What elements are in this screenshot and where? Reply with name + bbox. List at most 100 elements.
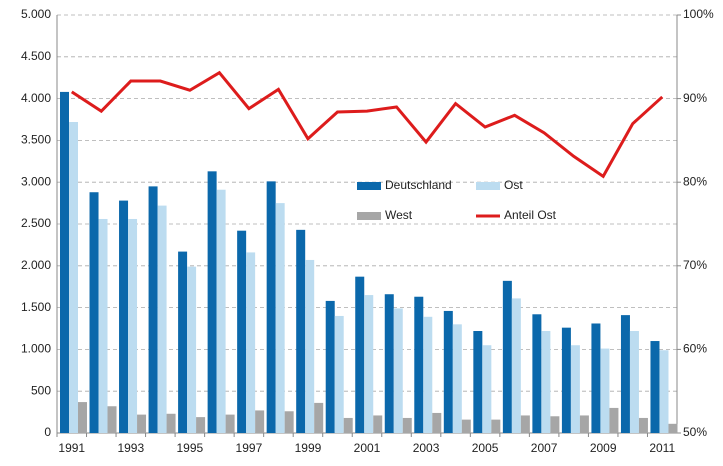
bar	[148, 186, 158, 433]
bar	[137, 414, 147, 433]
x-tick-label: 1991	[58, 441, 85, 455]
bar	[600, 348, 610, 433]
bar	[314, 402, 324, 433]
x-tick-label: 1999	[295, 441, 322, 455]
bar	[520, 415, 530, 433]
bar	[384, 294, 394, 433]
bar	[432, 412, 442, 433]
bar	[284, 411, 294, 433]
bar	[620, 315, 630, 433]
bar	[650, 341, 660, 433]
x-tick-label: 1995	[177, 441, 204, 455]
bar	[119, 200, 129, 433]
y-tick-label: 2.500	[21, 216, 51, 230]
y2-tick-label: 50%	[683, 425, 707, 439]
legend-label: Ost	[504, 178, 523, 192]
legend-swatch	[357, 212, 381, 220]
bar	[334, 315, 344, 433]
y-tick-label: 1.000	[21, 342, 51, 356]
x-tick-label: 2009	[590, 441, 617, 455]
bar	[207, 171, 217, 433]
bar	[638, 417, 648, 433]
x-tick-label: 2003	[413, 441, 440, 455]
bar	[482, 345, 492, 433]
bar	[255, 410, 265, 433]
bar	[166, 413, 176, 433]
bar	[187, 266, 197, 433]
bar	[325, 300, 335, 433]
y-tick-label: 4.000	[21, 91, 51, 105]
y2-tick-label: 60%	[683, 342, 707, 356]
bar	[579, 415, 589, 433]
bar	[591, 323, 601, 433]
bar	[355, 276, 365, 433]
y-tick-label: 3.500	[21, 133, 51, 147]
y-tick-label: 500	[31, 383, 51, 397]
bar	[157, 205, 167, 433]
bar	[511, 298, 521, 433]
bar	[550, 416, 560, 433]
bar	[266, 181, 276, 433]
bar	[107, 406, 117, 433]
legend-swatch	[476, 182, 500, 190]
bar	[570, 345, 580, 433]
y2-tick-label: 90%	[683, 91, 707, 105]
bar	[196, 417, 206, 433]
legend-label: West	[385, 208, 413, 222]
x-tick-label: 1993	[117, 441, 144, 455]
y-tick-label: 4.500	[21, 49, 51, 63]
y2-tick-label: 70%	[683, 258, 707, 272]
bar	[275, 203, 285, 433]
bar	[128, 218, 138, 433]
bar	[532, 314, 542, 433]
bar	[343, 417, 353, 433]
bar	[373, 415, 383, 433]
bar	[296, 229, 306, 433]
bar	[364, 295, 374, 433]
bar	[452, 324, 462, 433]
bar	[225, 414, 235, 433]
y-tick-label: 1.500	[21, 300, 51, 314]
y-tick-label: 5.000	[21, 7, 51, 21]
bar	[246, 252, 256, 433]
bar	[461, 419, 471, 433]
bar	[502, 280, 512, 433]
bar	[178, 251, 188, 433]
bar	[659, 350, 669, 433]
bar	[629, 331, 639, 433]
line	[70, 70, 664, 179]
y2-tick-label: 100%	[683, 7, 714, 21]
x-tick-label: 2011	[649, 441, 675, 455]
bar	[402, 417, 412, 433]
bar	[443, 310, 453, 433]
x-tick-label: 2005	[472, 441, 499, 455]
legend-swatch	[357, 182, 381, 190]
bar	[609, 407, 619, 433]
y-tick-label: 3.000	[21, 174, 51, 188]
x-tick-label: 1997	[236, 441, 263, 455]
bar	[423, 316, 433, 433]
y-tick-label: 2.000	[21, 258, 51, 272]
bar	[98, 218, 108, 433]
bar	[69, 122, 78, 434]
legend-label: Deutschland	[385, 178, 452, 192]
bar	[393, 308, 403, 433]
bar	[78, 402, 87, 433]
bar	[237, 230, 247, 433]
bar	[561, 327, 571, 433]
bar	[305, 259, 315, 433]
x-tick-label: 2007	[531, 441, 558, 455]
bar	[89, 192, 99, 433]
x-tick-label: 2001	[354, 441, 381, 455]
bar	[60, 91, 69, 434]
bar	[491, 419, 501, 433]
y2-tick-label: 80%	[683, 174, 707, 188]
bar	[541, 331, 551, 433]
y-tick-label: 0	[44, 425, 51, 439]
legend-label: Anteil Ost	[504, 208, 557, 222]
bar	[668, 423, 678, 433]
bar	[473, 331, 483, 433]
bar	[216, 189, 226, 433]
